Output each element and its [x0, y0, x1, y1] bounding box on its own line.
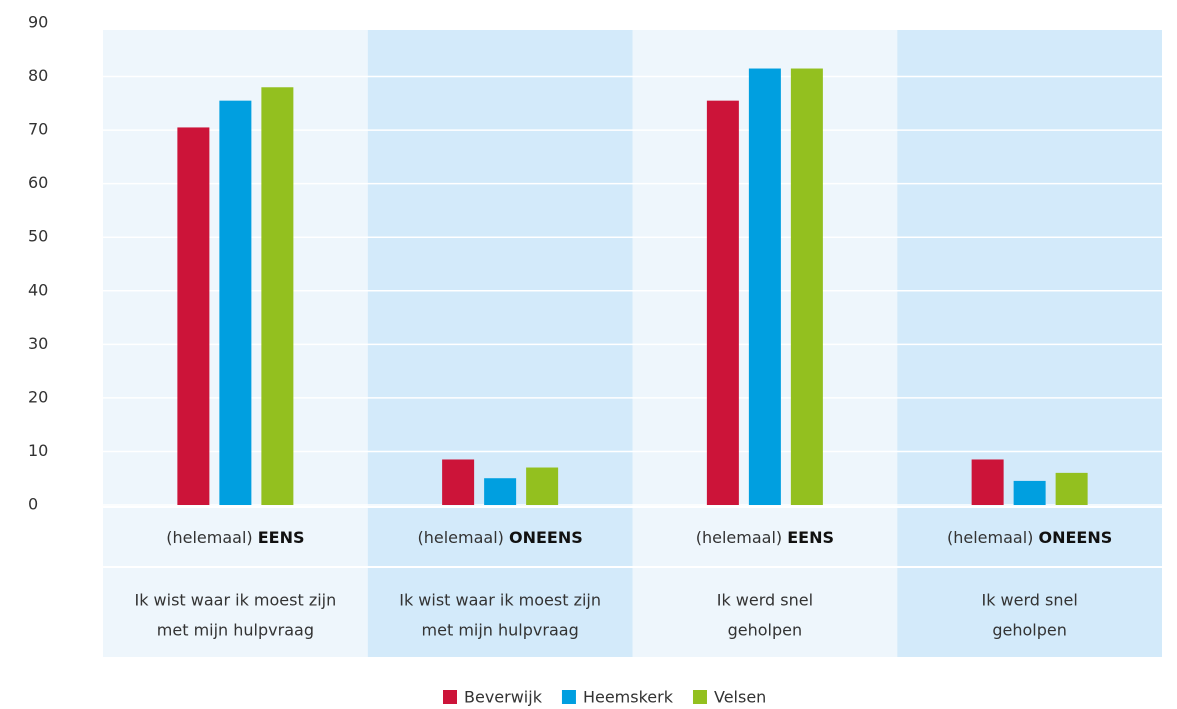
y-tick-label: 20 — [28, 387, 48, 406]
category-label: (helemaal) ONEENS — [947, 528, 1112, 547]
legend-label: Beverwijk — [464, 688, 543, 707]
bar — [748, 68, 781, 506]
y-tick-label: 40 — [28, 280, 48, 299]
bar — [261, 87, 294, 506]
category-prefix: (helemaal) — [696, 528, 782, 547]
bar — [219, 100, 252, 506]
question-label: Ik werd snel — [981, 591, 1077, 610]
bar — [484, 478, 517, 505]
bar — [526, 467, 559, 505]
category-band — [897, 30, 1162, 657]
question-label: Ik wist waar ik moest zijn — [399, 591, 601, 610]
question-label: Ik werd snel — [717, 591, 813, 610]
y-tick-label: 60 — [28, 173, 48, 192]
category-prefix: (helemaal) — [417, 528, 503, 547]
legend-swatch — [692, 690, 707, 704]
category-prefix: (helemaal) — [166, 528, 252, 547]
y-tick-label: 70 — [28, 120, 48, 139]
question-label: met mijn hulpvraag — [157, 621, 314, 640]
question-label: geholpen — [728, 621, 803, 640]
question-label: geholpen — [992, 621, 1067, 640]
legend-label: Heemskerk — [583, 688, 674, 707]
bar — [177, 127, 210, 505]
bar — [1055, 472, 1088, 505]
y-tick-label: 0 — [28, 495, 38, 514]
y-tick-label: 30 — [28, 334, 48, 353]
legend-swatch — [443, 690, 457, 704]
y-tick-label: 90 — [28, 13, 48, 32]
category-prefix: (helemaal) — [947, 528, 1033, 547]
category-band — [367, 30, 633, 657]
bar — [1013, 480, 1046, 505]
category-answer: EENS — [258, 528, 305, 547]
category-answer: ONEENS — [509, 528, 583, 547]
category-label: (helemaal) EENS — [166, 528, 304, 547]
category-answer: EENS — [787, 528, 834, 547]
question-label: met mijn hulpvraag — [422, 621, 579, 640]
legend: Beverwijk Heemskerk Velsen — [443, 688, 766, 707]
y-tick-label: 80 — [28, 66, 48, 85]
question-label: Ik wist waar ik moest zijn — [134, 591, 336, 610]
category-label: (helemaal) EENS — [696, 528, 834, 547]
bar — [971, 459, 1004, 505]
y-tick-label: 50 — [28, 227, 48, 246]
category-answer: ONEENS — [1038, 528, 1112, 547]
category-label: (helemaal) ONEENS — [417, 528, 582, 547]
legend-swatch — [561, 690, 576, 704]
bar — [790, 68, 823, 506]
bar — [706, 100, 739, 506]
legend-label: Velsen — [714, 688, 766, 707]
y-tick-label: 10 — [28, 441, 48, 460]
bar — [442, 459, 475, 505]
